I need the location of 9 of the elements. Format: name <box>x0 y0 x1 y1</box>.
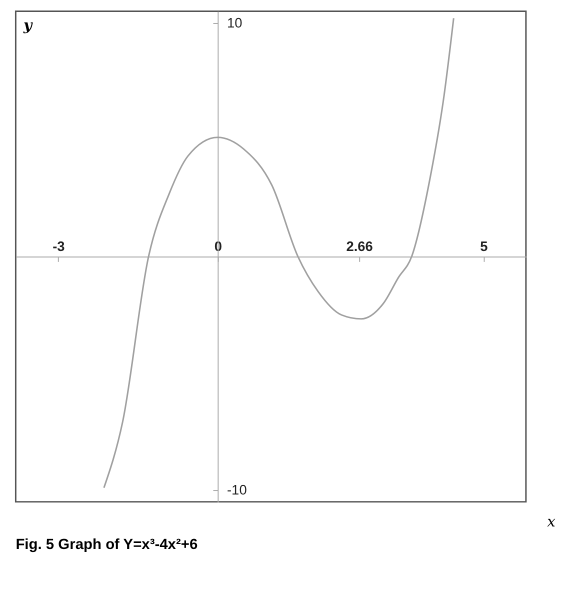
x-tick-label: 5 <box>480 239 488 254</box>
x-tick-label: 0 <box>214 239 222 254</box>
y-axis-title: y <box>22 16 34 34</box>
x-tick-label: -3 <box>52 239 66 254</box>
y-tick-label: -10 <box>226 482 248 498</box>
text: Fig. 5 Graph of Y=x³-4x²+6 <box>16 536 198 553</box>
x-tick-label: 2.66 <box>346 239 374 254</box>
y-tick-label: 10 <box>226 15 243 30</box>
x-axis-title: x <box>547 513 556 530</box>
